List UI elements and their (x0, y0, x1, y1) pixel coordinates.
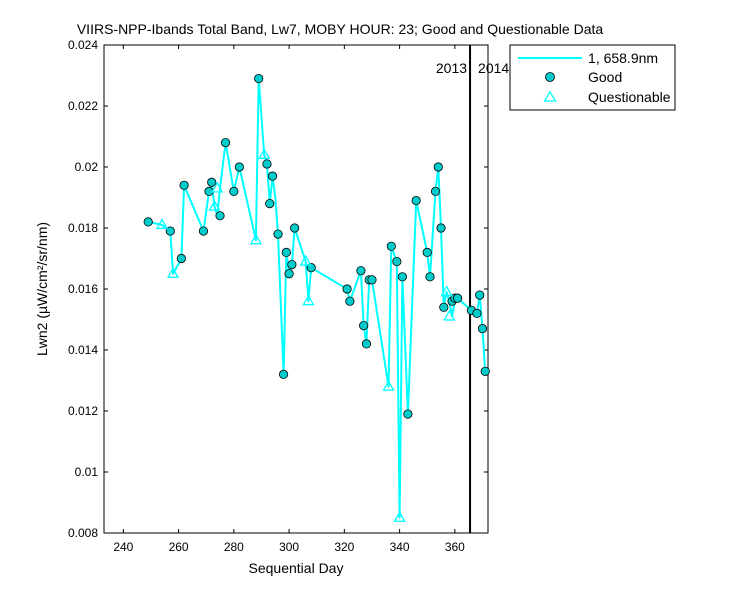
legend-entry-good: Good (588, 69, 622, 85)
good-point (198, 226, 209, 236)
legend: 1, 658.9nm Good Questionable (509, 44, 676, 111)
good-point (234, 162, 244, 172)
questionable-point (299, 254, 312, 266)
good-point (397, 272, 407, 282)
x-tick-label: 260 (169, 540, 189, 554)
good-point (430, 186, 441, 196)
good-point (273, 229, 283, 239)
annotation-2014: 2014 (478, 60, 509, 76)
good-point (262, 159, 272, 169)
good-point (436, 223, 446, 233)
marker-layer (143, 73, 490, 522)
legend-good-marker (545, 72, 555, 82)
good-point (229, 186, 239, 196)
good-point (356, 266, 366, 276)
good-point (290, 223, 300, 233)
x-tick-label: 340 (390, 540, 410, 554)
legend-entry-questionable: Questionable (588, 89, 671, 105)
x-tick-label: 320 (334, 540, 354, 554)
x-tick-label: 360 (445, 540, 465, 554)
good-point (433, 162, 443, 172)
y-tick-label: 0.018 (68, 221, 98, 235)
questionable-point (166, 266, 180, 278)
y-tick-label: 0.01 (75, 465, 99, 479)
chart-title: VIIRS-NPP-Ibands Total Band, Lw7, MOBY H… (77, 21, 604, 37)
questionable-point (155, 218, 169, 230)
good-point (361, 339, 372, 349)
good-point (278, 369, 289, 379)
good-point (220, 138, 231, 148)
good-point (475, 290, 485, 300)
good-point (254, 73, 264, 84)
questionable-point (258, 147, 271, 159)
y-tick-label: 0.022 (68, 99, 98, 113)
good-point (480, 366, 490, 376)
good-point (215, 211, 225, 221)
good-point (345, 296, 355, 306)
legend-box (509, 44, 676, 111)
legend-questionable-marker (543, 90, 557, 102)
good-point (287, 259, 297, 270)
questionable-point (302, 294, 315, 306)
x-tick-label: 280 (224, 540, 244, 554)
good-point (342, 284, 352, 294)
y-tick-label: 0.02 (75, 160, 99, 174)
good-point (284, 269, 294, 279)
good-point (411, 195, 421, 206)
good-point (165, 226, 175, 236)
questionable-point (208, 199, 221, 211)
good-point (281, 247, 291, 257)
good-point (439, 302, 449, 312)
good-point (179, 180, 189, 190)
x-tick-label: 240 (113, 540, 133, 554)
good-point (367, 275, 377, 285)
good-point (472, 308, 482, 318)
good-point (265, 199, 275, 209)
y-tick-label: 0.012 (68, 404, 98, 418)
y-tick-label: 0.016 (68, 282, 98, 296)
questionable-point (443, 309, 456, 321)
questionable-point (211, 181, 224, 193)
good-point (477, 324, 488, 334)
y-tick-label: 0.014 (68, 343, 98, 357)
questionable-point (440, 285, 453, 297)
good-point (207, 177, 217, 187)
legend-entry-series: 1, 658.9nm (588, 50, 658, 66)
questionable-point (249, 233, 263, 245)
good-point (359, 320, 369, 331)
questionable-point (393, 510, 406, 522)
x-axis-title: Sequential Day (249, 560, 344, 576)
good-point (386, 241, 396, 251)
good-point (403, 409, 413, 419)
good-point (392, 256, 402, 267)
questionable-point (382, 379, 395, 391)
annotation-layer: 2013 2014 (436, 60, 510, 76)
y-tick-label: 0.024 (68, 38, 98, 52)
good-point (425, 272, 435, 282)
good-point (267, 171, 278, 181)
annotation-2013: 2013 (436, 60, 467, 76)
x-tick-label: 300 (279, 540, 299, 554)
good-point (143, 217, 153, 227)
y-tick-label: 0.008 (68, 526, 98, 540)
y-axis-title: Lwn2 (µW/cm²/sr/nm) (34, 222, 50, 356)
axis-ticks: 240 260 280 300 320 340 360 0.008 0.01 0.012 0.014… (68, 38, 488, 554)
good-point (453, 293, 463, 303)
good-point (422, 247, 432, 257)
good-point (176, 253, 186, 264)
